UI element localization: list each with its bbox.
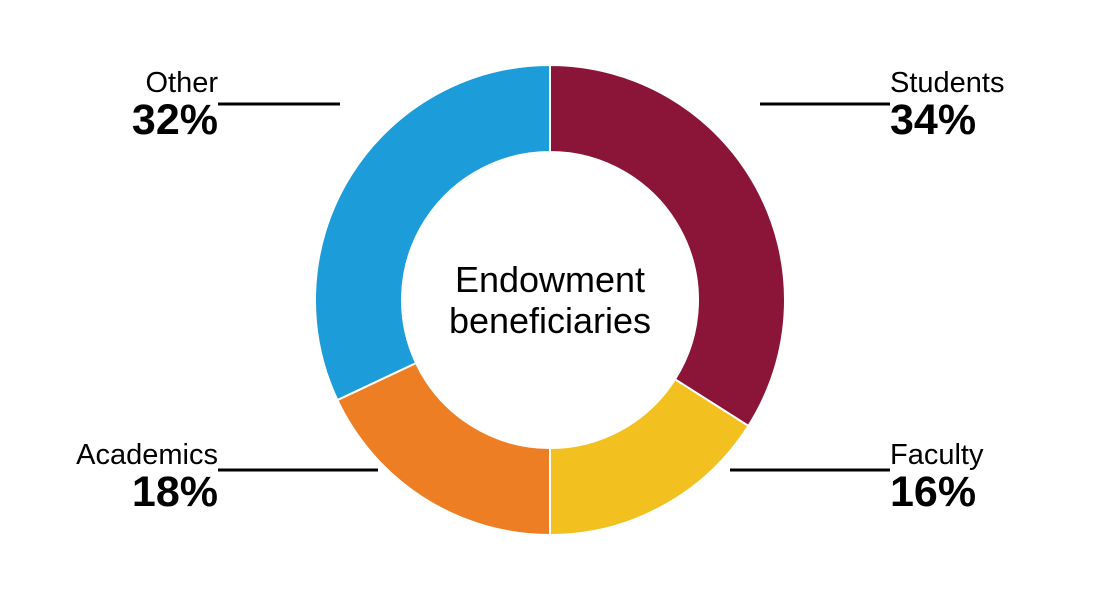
slice-academics xyxy=(337,363,550,535)
callout-faculty: Faculty 16% xyxy=(890,440,983,516)
callout-other: Other 32% xyxy=(132,68,218,144)
slice-other xyxy=(315,65,550,400)
callout-other-label: Other xyxy=(132,68,218,98)
donut-chart: Endowment beneficiaries Students 34% Fac… xyxy=(0,0,1101,601)
callout-faculty-label: Faculty xyxy=(890,440,983,470)
chart-title-line1: Endowment xyxy=(402,259,698,300)
callout-academics-pct: 18% xyxy=(76,470,218,515)
callout-other-pct: 32% xyxy=(132,98,218,143)
callout-students-pct: 34% xyxy=(890,98,1004,143)
chart-title-line2: beneficiaries xyxy=(402,300,698,341)
callout-students: Students 34% xyxy=(890,68,1004,144)
callout-academics: Academics 18% xyxy=(76,440,218,516)
callout-academics-label: Academics xyxy=(76,440,218,470)
callout-faculty-pct: 16% xyxy=(890,470,983,515)
chart-title: Endowment beneficiaries xyxy=(402,259,698,342)
slice-students xyxy=(550,65,785,426)
callout-students-label: Students xyxy=(890,68,1004,98)
